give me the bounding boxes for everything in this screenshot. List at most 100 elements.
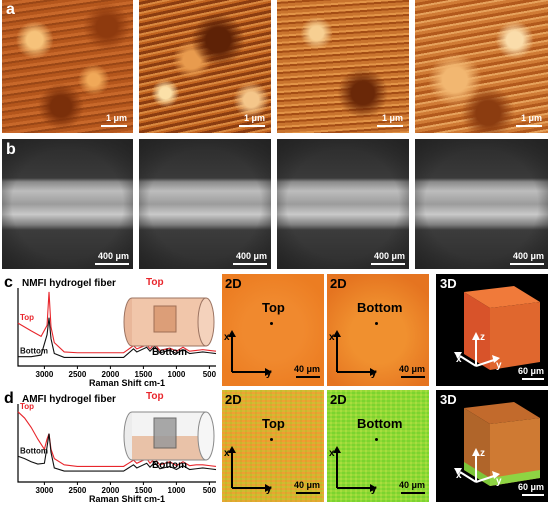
axis-x-label: x [456, 470, 462, 481]
chart-c-series-label-top: Top [20, 313, 34, 322]
chart-c-xtick-label: 3000 [36, 370, 54, 379]
schematic-d-top-label: Top [146, 391, 164, 402]
chart-d-xlabel: Raman Shift cm-1 [89, 494, 165, 502]
afm-scale-label-3: 1 μm [381, 113, 403, 123]
map-2d-label: 2D [225, 276, 242, 291]
axis-y-label: y [266, 368, 272, 379]
schematic-c-bottom-label: Bottom [152, 347, 187, 358]
sem-image-2: 400 μm [139, 139, 271, 269]
chart-d-xtick-label: 2000 [102, 486, 120, 495]
map-scale-label: 40 μm [398, 480, 425, 490]
xy-axes-icon [228, 330, 272, 376]
axis-z-label: z [480, 448, 485, 459]
center-dot [375, 322, 378, 325]
chart-d-xtick-label: 3000 [36, 486, 54, 495]
fiber-schematic-d [123, 411, 215, 461]
map-scale-label: 40 μm [293, 364, 320, 374]
panel-d-title: AMFI hydrogel fiber [22, 394, 116, 405]
axis-y-label: y [266, 484, 272, 495]
panel-label-a-overlay: a [6, 1, 15, 18]
map-3d-d: 3D z x y 60 μm [436, 390, 548, 502]
axis-x-label: x [224, 448, 230, 459]
chart-d-series-bottom [17, 433, 217, 472]
chart-c-xtick-label: 2000 [102, 370, 120, 379]
map-3d-c: 3D z x y 60 μm [436, 274, 548, 386]
map-scale-bar [401, 376, 425, 378]
map-scale-label: 40 μm [293, 480, 320, 490]
map-3d-scale-label: 60 μm [517, 482, 544, 492]
map-top-label: Top [262, 416, 285, 431]
afm-scale-label-4: 1 μm [520, 113, 542, 123]
chart-d-xtick-label: 1000 [168, 486, 186, 495]
panel-c-title: NMFI hydrogel fiber [22, 278, 116, 289]
sem-scale-bar-3 [371, 263, 405, 265]
map-top-label: Top [262, 300, 285, 315]
chart-c-axis [17, 288, 216, 367]
axis-y-label: y [496, 476, 502, 487]
chart-c-xtick-label: 2500 [69, 370, 87, 379]
sem-image-3: 400 μm [277, 139, 409, 269]
chart-d-axis [17, 404, 216, 483]
panel-label-b: b [6, 141, 16, 158]
chart-c-xlabel: Raman Shift cm-1 [89, 378, 165, 386]
afm-image-2: 1 μm [139, 0, 271, 133]
cube-3d [454, 402, 540, 486]
afm-scale-bar-2 [239, 125, 265, 127]
afm-scale-bar-3 [377, 125, 403, 127]
axis-x-label: x [456, 354, 462, 365]
xy-axes-icon [333, 446, 377, 492]
map-scale-bar [296, 492, 320, 494]
map-2d-top-c: 2D Top x y 40 μm [222, 274, 324, 386]
schematic-d-bottom-label: Bottom [152, 460, 187, 471]
map-3d-scale-bar [522, 378, 544, 380]
afm-scale-bar-4 [516, 125, 542, 127]
chart-c-series-bottom [18, 317, 217, 358]
axis-y-label: y [496, 360, 502, 371]
xy-axes-icon [228, 446, 272, 492]
chart-c-xtick-label: 1000 [168, 370, 186, 379]
axis-z-label: z [480, 332, 485, 343]
chart-c-xtick-label: 500 [203, 370, 217, 379]
chart-c-xtick-label: 1500 [135, 370, 153, 379]
axis-y-label: y [371, 368, 377, 379]
map-scale-bar [401, 492, 425, 494]
afm-image-3: 1 μm [277, 0, 409, 133]
sem-scale-bar-2 [233, 263, 267, 265]
map-3d-label: 3D [440, 392, 457, 407]
afm-image-4: 1 μm [415, 0, 548, 133]
map-bottom-label: Bottom [357, 300, 403, 315]
sem-image-1: b 400 μm [2, 139, 133, 269]
map-2d-label: 2D [225, 392, 242, 407]
afm-scale-bar-1 [101, 125, 127, 127]
chart-d-xtick-label: 500 [203, 486, 217, 495]
chart-d-series-label-top: Top [20, 402, 34, 411]
sem-scale-bar-4 [510, 263, 544, 265]
sem-scale-label-3: 400 μm [373, 251, 405, 261]
map-2d-bottom-c: 2D Bottom x y 40 μm [327, 274, 429, 386]
sem-scale-bar-1 [95, 263, 129, 265]
sem-scale-label-1: 400 μm [97, 251, 129, 261]
map-3d-label: 3D [440, 276, 457, 291]
cube-3d [454, 286, 540, 370]
center-dot [375, 438, 378, 441]
panel-label-d: d [4, 390, 14, 407]
map-scale-label: 40 μm [398, 364, 425, 374]
afm-scale-label-2: 1 μm [243, 113, 265, 123]
map-2d-label: 2D [330, 392, 347, 407]
map-bottom-label: Bottom [357, 416, 403, 431]
center-dot [270, 322, 273, 325]
xy-axes-icon [333, 330, 377, 376]
afm-scale-label-1: 1 μm [105, 113, 127, 123]
axis-x-label: x [329, 448, 335, 459]
axis-y-label: y [371, 484, 377, 495]
fiber-schematic-c [123, 297, 215, 347]
sem-scale-label-2: 400 μm [235, 251, 267, 261]
map-2d-label: 2D [330, 276, 347, 291]
chart-d-series-label-bottom: Bottom [20, 446, 48, 455]
sem-scale-label-4: 400 μm [512, 251, 544, 261]
chart-c-series-label-bottom: Bottom [20, 347, 48, 356]
map-3d-scale-bar [522, 494, 544, 496]
center-dot [270, 438, 273, 441]
map-3d-scale-label: 60 μm [517, 366, 544, 376]
raman-chart-c: 3000 2500 2000 1500 1000 500 Raman Shift cm-1 T… [17, 288, 217, 386]
